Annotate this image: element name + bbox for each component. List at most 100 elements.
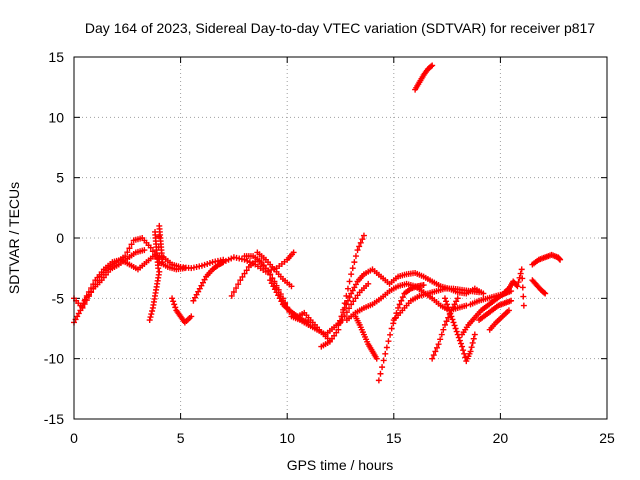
data-point xyxy=(468,344,475,351)
data-point xyxy=(239,273,246,280)
data-point xyxy=(352,281,359,288)
data-point xyxy=(517,270,524,277)
data-point xyxy=(85,291,92,298)
data-point xyxy=(276,295,283,302)
data-point xyxy=(265,268,272,275)
data-point xyxy=(471,331,478,338)
data-point xyxy=(351,284,358,291)
data-point xyxy=(156,268,163,275)
data-point xyxy=(385,338,392,345)
data-point xyxy=(262,265,269,272)
data-point xyxy=(444,301,451,308)
data-point xyxy=(341,304,348,311)
data-point xyxy=(447,310,454,317)
data-point xyxy=(435,341,442,348)
data-point xyxy=(542,290,549,297)
data-point xyxy=(344,297,351,304)
data-point xyxy=(126,245,133,252)
data-point xyxy=(438,331,445,338)
data-points xyxy=(71,62,564,384)
x-tick-label: 20 xyxy=(493,430,509,446)
data-point xyxy=(519,275,526,282)
data-point xyxy=(290,249,297,256)
data-point xyxy=(243,267,250,274)
data-point xyxy=(271,286,278,293)
data-point xyxy=(461,350,468,357)
data-point xyxy=(448,313,455,320)
chart-title: Day 164 of 2023, Sidereal Day-to-day VTE… xyxy=(85,20,595,36)
series-track-p xyxy=(343,280,470,324)
data-point xyxy=(233,285,240,292)
data-point xyxy=(169,295,176,302)
data-point xyxy=(346,278,353,285)
data-point xyxy=(433,344,440,351)
data-point xyxy=(470,335,477,342)
data-point xyxy=(398,297,405,304)
data-point xyxy=(190,297,197,304)
data-point xyxy=(520,293,527,300)
data-point xyxy=(463,302,470,309)
series-track-a xyxy=(71,251,227,326)
data-point xyxy=(171,301,178,308)
data-point xyxy=(340,309,347,316)
data-point xyxy=(480,290,487,297)
plot-frame xyxy=(73,56,608,420)
data-point xyxy=(83,294,90,301)
data-point xyxy=(476,289,483,296)
y-tick-label: 10 xyxy=(48,109,64,125)
data-point xyxy=(147,244,154,251)
data-point xyxy=(147,314,154,321)
data-point xyxy=(170,298,177,305)
data-point xyxy=(335,321,342,328)
x-tick-label: 0 xyxy=(70,430,78,446)
data-point xyxy=(445,314,452,321)
data-point xyxy=(429,355,436,362)
series-track-z xyxy=(501,266,527,309)
data-point xyxy=(348,271,355,278)
data-point xyxy=(344,285,351,292)
data-point xyxy=(440,326,447,333)
x-axis-label: GPS time / hours xyxy=(287,457,394,473)
data-point xyxy=(443,298,450,305)
data-point xyxy=(273,289,280,296)
data-point xyxy=(541,289,548,296)
data-point xyxy=(88,288,95,295)
y-tick-label: 5 xyxy=(56,170,64,186)
data-point xyxy=(260,262,267,269)
data-point xyxy=(396,301,403,308)
data-point xyxy=(328,335,335,342)
data-point xyxy=(379,364,386,371)
data-point xyxy=(360,232,367,239)
data-point xyxy=(520,302,527,309)
data-point xyxy=(357,239,364,246)
data-point xyxy=(428,63,435,70)
data-point xyxy=(453,298,460,305)
series-track-aa xyxy=(529,251,564,268)
data-point xyxy=(270,283,277,290)
data-point xyxy=(459,343,466,350)
y-axis-label: SDTVAR / TECUs xyxy=(6,182,22,294)
data-point xyxy=(450,319,457,326)
data-point xyxy=(441,321,448,328)
data-point xyxy=(195,288,202,295)
data-point xyxy=(348,290,355,297)
data-point xyxy=(288,283,295,290)
data-point xyxy=(336,317,343,324)
data-point xyxy=(441,295,448,302)
data-point xyxy=(349,265,356,272)
series-track-s xyxy=(390,285,483,324)
data-point xyxy=(373,355,380,362)
series-track-q xyxy=(352,313,380,362)
data-point xyxy=(148,311,155,318)
data-point xyxy=(445,304,452,311)
series-track-ab xyxy=(529,277,549,297)
data-point xyxy=(201,276,208,283)
data-point xyxy=(354,247,361,254)
y-tick-label: -5 xyxy=(52,290,65,306)
series-track-x xyxy=(476,297,515,324)
data-point xyxy=(343,301,350,308)
data-point xyxy=(518,266,525,273)
data-point xyxy=(268,280,275,287)
